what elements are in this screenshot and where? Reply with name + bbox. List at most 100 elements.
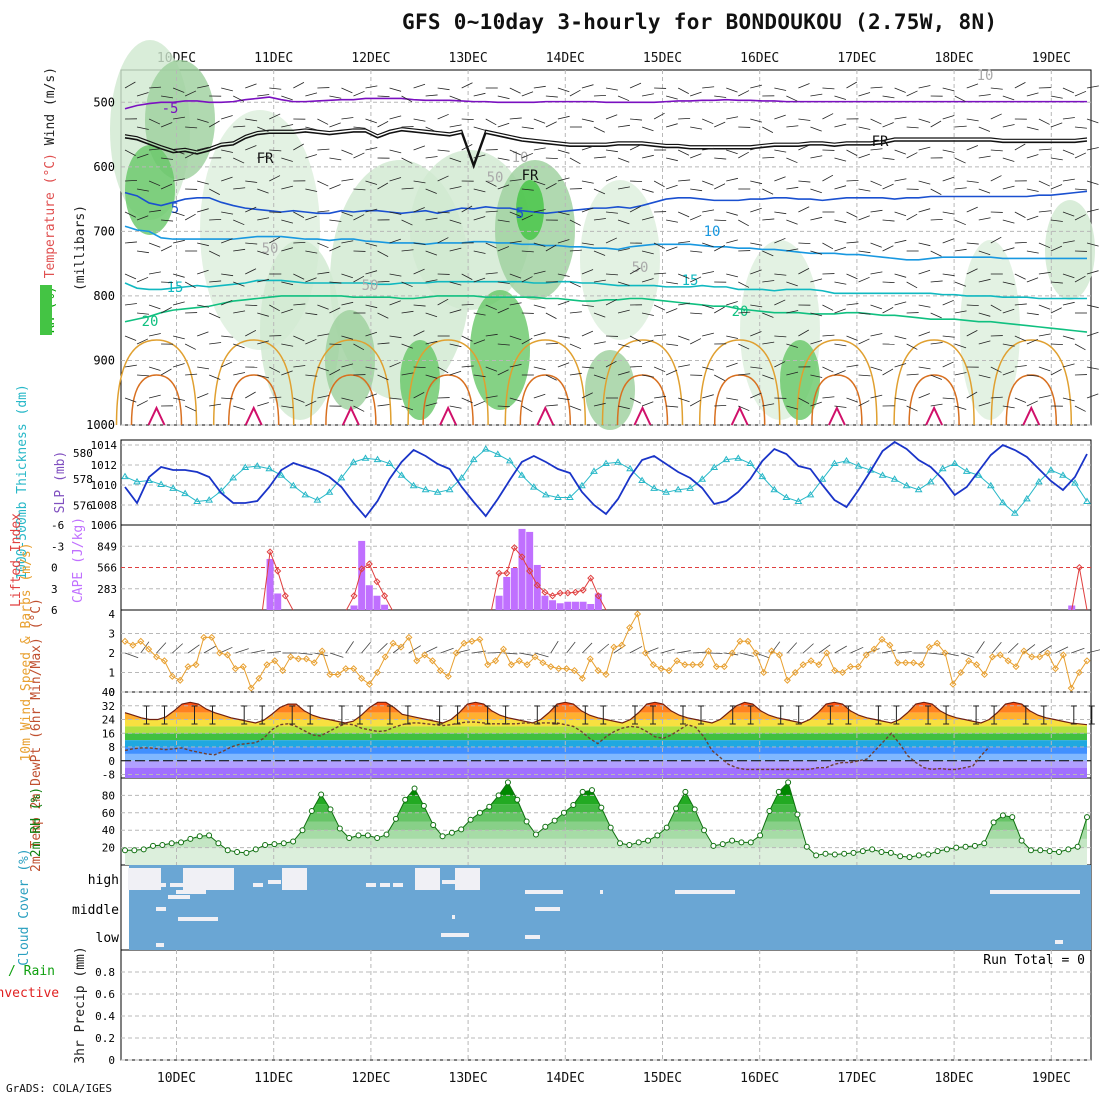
cloud-block <box>442 880 455 884</box>
thickness-marker <box>578 481 586 489</box>
wind-marker <box>145 645 153 653</box>
minmax-errorbar <box>1088 705 1095 725</box>
wind-marker <box>318 647 326 655</box>
rh-marker <box>187 835 194 842</box>
wind-barb <box>1086 242 1099 247</box>
wind-barb <box>1086 649 1100 654</box>
wind-barb <box>569 372 582 376</box>
wind-marker <box>815 661 823 669</box>
wind-barb <box>846 303 859 306</box>
wind-marker <box>208 633 216 641</box>
wind-barb <box>293 211 305 218</box>
cloud-block <box>156 907 166 911</box>
rh-marker <box>962 843 969 850</box>
rh-blob <box>325 310 375 410</box>
wind-barb <box>617 219 630 225</box>
wind-barb <box>629 144 642 151</box>
contour-label: 10 <box>512 150 529 166</box>
wind-barb <box>870 242 882 248</box>
wind-barb <box>798 397 810 404</box>
lifted-marker <box>579 586 587 594</box>
wind-barb <box>509 302 522 306</box>
wind-marker <box>294 655 303 663</box>
wind-barb <box>1074 214 1086 221</box>
wind-barb <box>329 281 342 284</box>
wind-marker <box>405 633 413 641</box>
wind-barb <box>942 397 955 400</box>
isotherm-35-peak <box>633 405 652 426</box>
wind-barb <box>317 271 330 275</box>
wind-barb <box>1038 366 1051 372</box>
wind-barb <box>1062 178 1075 182</box>
wind-marker <box>1059 651 1067 659</box>
rh-marker <box>122 847 128 854</box>
isotherm-30-arch <box>811 374 863 426</box>
wind-barb <box>365 147 378 151</box>
cloud-block <box>178 917 218 921</box>
wind-marker <box>854 663 862 671</box>
wind-barb <box>641 93 654 97</box>
wind-barb <box>497 122 510 128</box>
lifted-marker <box>1075 563 1083 572</box>
contour-label: 5 <box>171 201 179 217</box>
wind-barb <box>894 149 907 155</box>
wind-marker <box>555 665 563 673</box>
minmax-errorbar <box>241 705 248 725</box>
wind-marker <box>397 643 405 651</box>
wind-barb <box>389 273 402 277</box>
lifted-marker <box>281 592 289 600</box>
wind-barb <box>365 331 378 337</box>
rh-marker <box>757 832 764 839</box>
wind-barb <box>661 648 675 654</box>
wind-marker <box>476 635 484 643</box>
wind-barb <box>473 400 485 407</box>
wind-barb <box>641 188 654 193</box>
wind-marker <box>129 641 137 649</box>
wind-barb <box>545 404 558 407</box>
wind-barb <box>966 206 978 213</box>
wind-barb <box>702 304 714 309</box>
rh-blob <box>125 145 175 235</box>
wind-barb <box>377 121 389 128</box>
thickness-marker <box>205 496 214 503</box>
wind-barb <box>473 188 486 193</box>
wind-barb <box>930 342 943 345</box>
wind-marker <box>413 657 421 665</box>
wind-barb <box>485 304 497 311</box>
wind-barb <box>497 157 510 161</box>
wind-barb <box>485 210 498 213</box>
wind-barb <box>678 179 691 182</box>
wind-barb <box>702 209 715 213</box>
wind-barb <box>1002 124 1015 128</box>
wind-barb <box>774 299 786 306</box>
wind-barb <box>629 335 641 342</box>
wind-barb <box>1026 312 1039 316</box>
run-total-label: Run Total = 0 <box>983 953 1085 968</box>
rh-marker <box>271 841 278 848</box>
wind-barb <box>497 343 510 346</box>
pressure-axis-title: (millibars) <box>73 205 88 291</box>
wind-barb <box>750 146 762 151</box>
wind-barb <box>771 641 781 654</box>
wind-barb <box>449 309 462 314</box>
minmax-errorbar <box>209 705 216 725</box>
wind-barb <box>521 126 534 130</box>
wind-barb <box>1038 242 1051 249</box>
wind-marker <box>657 665 665 673</box>
wind-barb <box>1002 343 1015 347</box>
wind-marker <box>389 639 397 647</box>
minmax-errorbar <box>893 705 900 725</box>
cape-bar <box>495 595 503 610</box>
wind-barb <box>245 242 258 245</box>
wind-marker <box>160 657 168 665</box>
wind-barb <box>1062 149 1075 155</box>
wind-barb <box>136 126 149 130</box>
thickness-marker <box>121 472 129 480</box>
wind-marker <box>1067 684 1075 692</box>
wind-marker <box>878 635 886 643</box>
wind-marker <box>941 649 949 657</box>
rh-marker <box>290 838 297 845</box>
rh-marker <box>252 846 259 853</box>
thickness-marker <box>229 473 238 481</box>
lifted-marker <box>373 578 381 586</box>
